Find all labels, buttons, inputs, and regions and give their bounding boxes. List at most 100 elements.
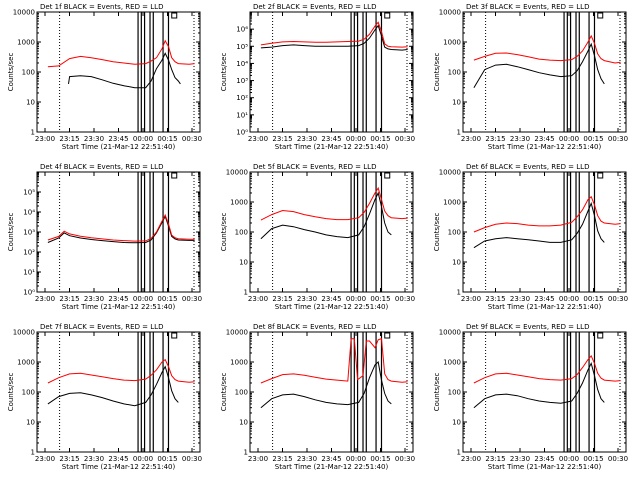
series-events [47, 365, 179, 407]
y-tick-label: 1 [31, 449, 35, 457]
panel-title: Det 1f BLACK = Events, RED = LLD [40, 3, 163, 11]
x-tick-label: 23:15 [272, 295, 292, 303]
x-tick-label: 23:00 [461, 295, 481, 303]
state-box [597, 172, 604, 179]
y-tick-label: 10⁴ [23, 209, 35, 217]
x-tick-label: 23:00 [35, 295, 55, 303]
panel-title: Det 5f BLACK = Events, RED = LLD [253, 163, 376, 171]
plot-frame [36, 331, 201, 453]
y-tick-label: 10² [236, 94, 248, 102]
series-lld [260, 338, 408, 384]
plot-frame [249, 331, 414, 453]
y-tick-label: 10 [239, 419, 248, 427]
series-lld [260, 21, 408, 48]
y-tick-label: 10 [239, 259, 248, 267]
plot-frame [462, 171, 627, 293]
series-lld [473, 354, 621, 384]
x-axis-label: Start Time (21-Mar-12 22:51:40) [275, 143, 389, 151]
panel-p6: Det 6f BLACK = Events, RED = LLD 1 10 100 10… [433, 163, 628, 311]
y-axis-label: Counts/sec [433, 53, 441, 92]
series-events [47, 215, 195, 244]
x-tick-label: 23:45 [321, 135, 341, 143]
x-tick-label: 23:15 [272, 455, 292, 463]
y-axis-label: Counts/sec [7, 53, 15, 92]
y-tick-label: 1 [457, 289, 461, 297]
x-tick-label: 23:30 [297, 135, 317, 143]
panel-p5: Det 5f BLACK = Events, RED = LLD 1 10 100 10… [220, 163, 415, 311]
plot-frame [249, 11, 414, 133]
panel-p8: Det 8f BLACK = Events, RED = LLD 1 10 100 10… [220, 323, 415, 471]
series-lld [473, 195, 621, 233]
y-tick-label: 10000 [13, 9, 35, 17]
y-tick-label: 10¹ [23, 269, 35, 277]
plot-frame [462, 331, 627, 453]
y-tick-label: 10000 [226, 329, 248, 337]
x-tick-label: 23:30 [84, 135, 104, 143]
state-box [384, 172, 391, 179]
y-axis-label: Counts/sec [7, 373, 15, 412]
y-tick-label: 10000 [13, 329, 35, 337]
x-tick-label: 23:45 [534, 295, 554, 303]
x-tick-label: 23:15 [485, 295, 505, 303]
panel-p7: Det 7f BLACK = Events, RED = LLD 1 10 100 10… [7, 323, 202, 471]
y-tick-label: 100 [448, 389, 461, 397]
x-tick-label: 23:45 [534, 135, 554, 143]
x-tick-label: 23:30 [510, 455, 530, 463]
y-tick-label: 1 [244, 289, 248, 297]
y-tick-label: 10 [452, 419, 461, 427]
y-tick-label: 1000 [443, 359, 461, 367]
x-tick-label: 23:00 [248, 135, 268, 143]
x-tick-label: 00:00 [346, 295, 366, 303]
x-axis-label: Start Time (21-Mar-12 22:51:40) [62, 303, 176, 311]
x-tick-label: 23:30 [510, 135, 530, 143]
x-axis-label: Start Time (21-Mar-12 22:51:40) [275, 463, 389, 471]
y-tick-label: 10³ [23, 229, 35, 237]
x-tick-label: 00:00 [559, 295, 579, 303]
panel-p9: Det 9f BLACK = Events, RED = LLD 1 10 100 10… [433, 323, 628, 471]
x-tick-label: 23:00 [35, 135, 55, 143]
y-tick-label: 10³ [236, 77, 248, 85]
x-axis-label: Start Time (21-Mar-12 22:51:40) [62, 463, 176, 471]
x-axis-label: Start Time (21-Mar-12 22:51:40) [488, 303, 602, 311]
x-tick-label: 23:00 [35, 455, 55, 463]
y-tick-label: 10² [23, 249, 35, 257]
y-tick-label: 1 [244, 449, 248, 457]
x-tick-label: 23:15 [485, 455, 505, 463]
y-tick-label: 10 [26, 419, 35, 427]
series-lld [47, 39, 195, 68]
y-tick-label: 10 [452, 259, 461, 267]
y-tick-label: 1000 [443, 199, 461, 207]
y-tick-label: 100 [22, 389, 35, 397]
x-tick-label: 23:00 [461, 455, 481, 463]
panel-title: Det 3f BLACK = Events, RED = LLD [466, 3, 589, 11]
x-tick-label: 23:30 [84, 455, 104, 463]
x-tick-label: 00:00 [133, 295, 153, 303]
series-events [473, 361, 605, 409]
x-tick-label: 00:15 [583, 295, 603, 303]
y-tick-label: 10000 [226, 169, 248, 177]
y-tick-label: 100 [448, 69, 461, 77]
y-tick-label: 100 [22, 69, 35, 77]
x-tick-label: 00:15 [157, 135, 177, 143]
x-axis-label: Start Time (21-Mar-12 22:51:40) [62, 143, 176, 151]
y-tick-label: 100 [235, 389, 248, 397]
x-tick-label: 00:00 [346, 455, 366, 463]
series-events [68, 52, 181, 89]
y-tick-label: 10⁵ [23, 189, 35, 197]
y-tick-label: 10⁶ [236, 26, 248, 34]
x-tick-label: 00:00 [559, 455, 579, 463]
y-axis-label: Counts/sec [220, 213, 228, 252]
x-tick-label: 23:45 [108, 455, 128, 463]
y-tick-label: 10⁵ [236, 43, 248, 51]
state-box [171, 332, 178, 339]
y-tick-label: 10⁰ [23, 289, 35, 297]
y-tick-label: 1000 [230, 359, 248, 367]
panel-title: Det 4f BLACK = Events, RED = LLD [40, 163, 163, 171]
state-box [384, 12, 391, 19]
x-tick-label: 23:15 [272, 135, 292, 143]
x-tick-label: 00:30 [395, 295, 415, 303]
x-tick-label: 23:15 [485, 135, 505, 143]
x-axis-label: Start Time (21-Mar-12 22:51:40) [488, 143, 602, 151]
x-tick-label: 23:45 [108, 135, 128, 143]
